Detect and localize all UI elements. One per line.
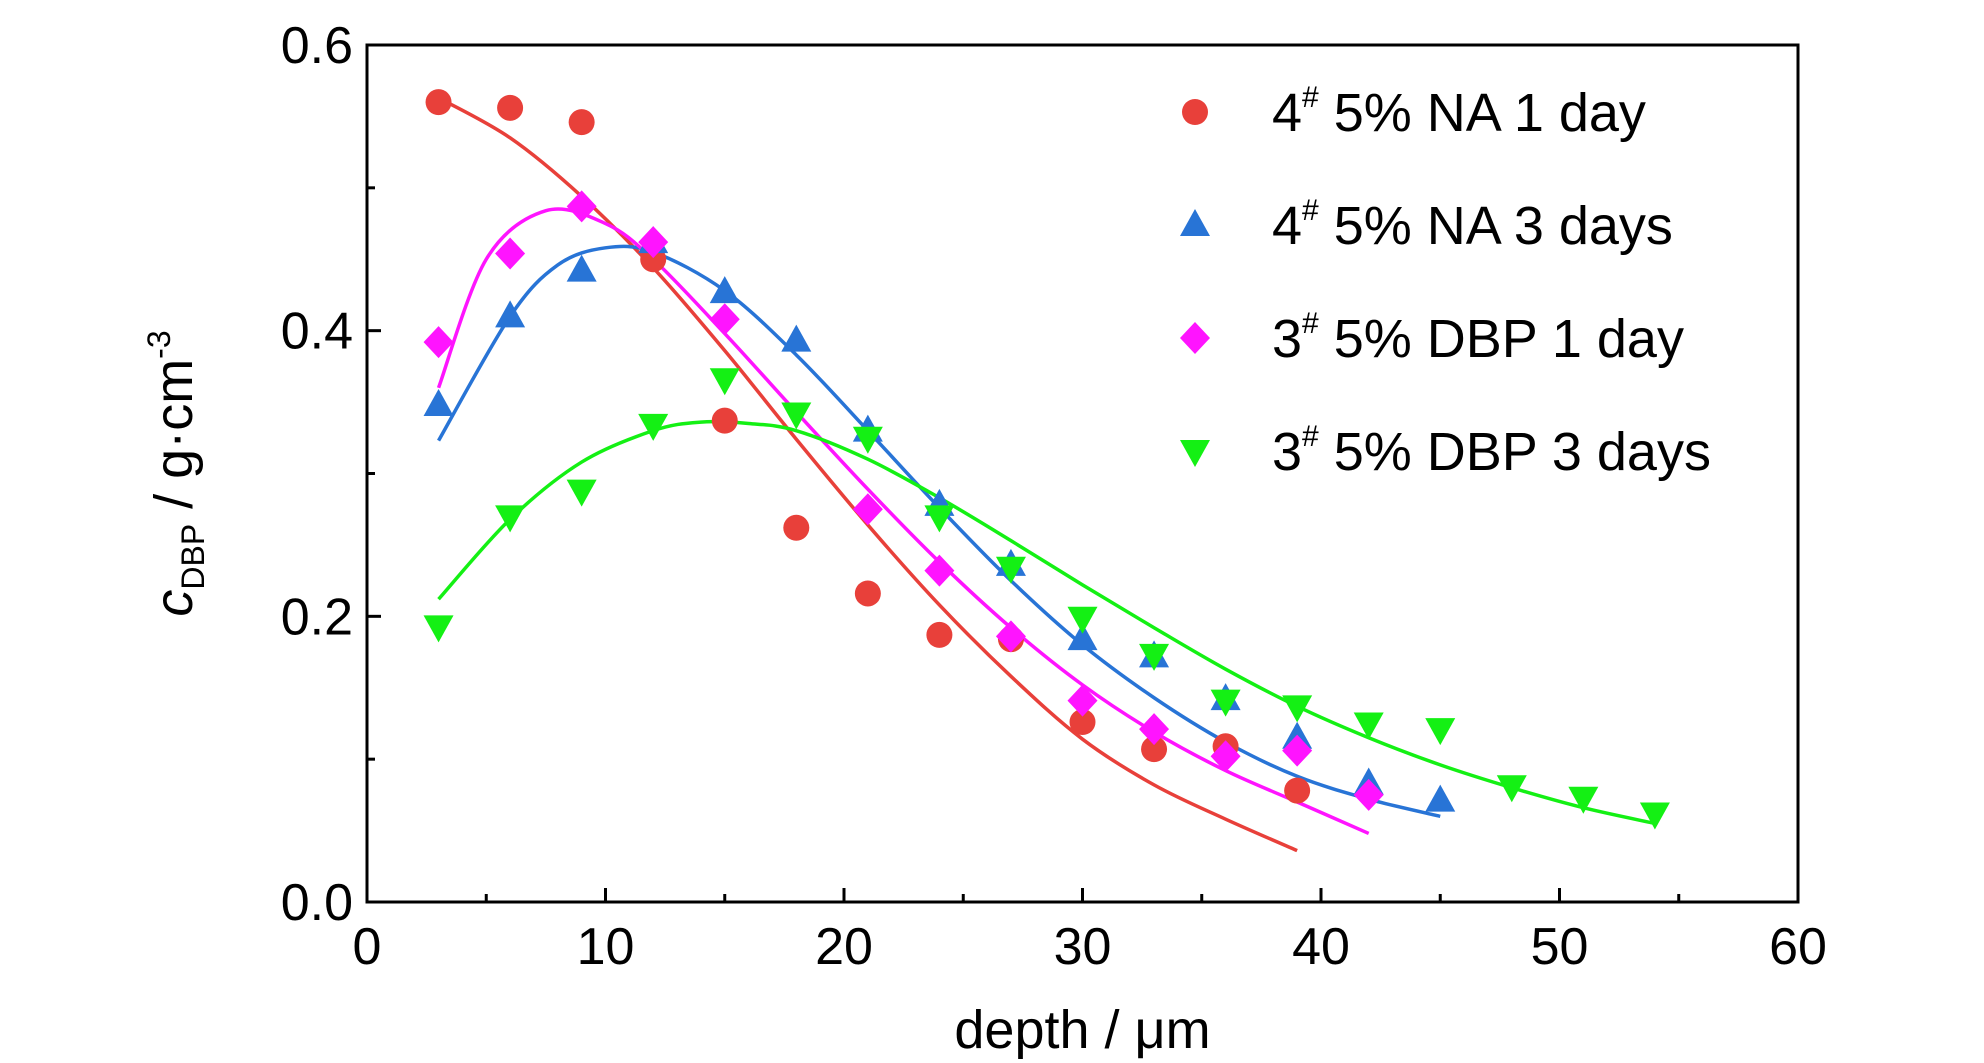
fit-curve-4 (437, 419, 1656, 826)
y-tick-label: 0.4 (281, 303, 353, 361)
data-point-series-1 (854, 580, 881, 607)
data-point-series-3 (1139, 713, 1170, 746)
data-point-series-4 (1639, 802, 1670, 830)
data-point-series-3 (566, 190, 597, 223)
legend-label-1: 4# 5% NA 1 day (1272, 81, 1646, 143)
y-axis-ticks: 0.0 0.2 0.4 0.6 (281, 17, 381, 932)
x-tick-label: 40 (1292, 918, 1350, 976)
fit-curve-2 (437, 244, 1441, 819)
x-tick-label: 30 (1054, 918, 1112, 976)
data-point-series-3 (1210, 740, 1241, 773)
data-point-series-3 (638, 226, 669, 259)
legend-marker-3 (1180, 322, 1210, 354)
data-point-series-4 (1496, 775, 1527, 803)
data-point-series-1 (1284, 777, 1311, 804)
data-point-series-4 (852, 426, 883, 454)
data-point-series-3 (995, 620, 1026, 653)
legend: 4# 5% NA 1 day 4# 5% NA 3 days 3# 5% DBP 1… (1180, 81, 1711, 482)
data-point-series-4 (423, 615, 454, 643)
x-tick-label: 0 (353, 918, 382, 976)
y-axis-title-sup: -3 (141, 330, 177, 358)
data-points (423, 89, 1670, 830)
data-point-series-3 (1067, 684, 1098, 717)
y-tick-label: 0.6 (281, 17, 353, 75)
data-point-series-2 (566, 254, 597, 282)
y-tick-label: 0.2 (281, 588, 353, 646)
data-point-series-3 (709, 303, 740, 336)
data-point-series-4 (924, 505, 955, 533)
y-axis-title-main: c (144, 590, 204, 617)
data-point-series-1 (926, 621, 953, 648)
legend-label-3: 3# 5% DBP 1 day (1272, 307, 1684, 369)
data-point-series-2 (423, 388, 454, 416)
data-point-series-4 (1067, 606, 1098, 634)
data-point-series-2 (709, 276, 740, 304)
data-point-series-3 (1282, 734, 1313, 767)
data-point-series-3 (1353, 778, 1384, 811)
x-tick-label: 50 (1531, 918, 1589, 976)
data-point-series-4 (1139, 643, 1170, 671)
data-point-series-1 (568, 109, 595, 136)
x-tick-label: 10 (577, 918, 635, 976)
data-point-series-1 (425, 89, 452, 116)
data-point-series-2 (1067, 623, 1098, 651)
legend-label-4: 3# 5% DBP 3 days (1272, 420, 1711, 482)
data-point-series-2 (1425, 784, 1456, 812)
x-tick-label: 60 (1769, 918, 1827, 976)
data-point-series-4 (995, 556, 1026, 584)
data-point-series-1 (1141, 736, 1168, 763)
data-point-series-4 (1568, 786, 1599, 814)
data-point-series-4 (1425, 718, 1456, 746)
data-point-series-1 (783, 514, 810, 541)
legend-marker-4 (1180, 440, 1210, 467)
data-point-series-4 (781, 402, 812, 430)
data-point-series-1 (1069, 709, 1096, 736)
y-axis-title: cDBP / g·cm-3 (141, 330, 211, 616)
data-point-series-4 (566, 479, 597, 507)
y-axis-title-sub: DBP (175, 524, 211, 590)
legend-marker-1 (1182, 99, 1208, 125)
data-point-series-3 (852, 493, 883, 526)
data-point-series-3 (924, 554, 955, 587)
y-axis-title-unit: / g·cm (144, 359, 204, 524)
legend-label-2: 4# 5% NA 3 days (1272, 194, 1673, 256)
data-point-series-4 (1353, 712, 1384, 740)
data-point-series-3 (423, 326, 454, 359)
y-tick-label: 0.0 (281, 874, 353, 932)
data-point-series-1 (711, 407, 738, 434)
x-axis-title: depth / μm (954, 1000, 1210, 1060)
data-point-series-4 (638, 413, 669, 441)
data-point-series-4 (495, 505, 526, 533)
fit-curve-3 (436, 207, 1370, 836)
data-point-series-4 (1282, 695, 1313, 723)
legend-marker-2 (1180, 209, 1210, 236)
data-point-series-2 (495, 300, 526, 328)
data-point-series-4 (709, 368, 740, 396)
x-axis-ticks: 0 10 20 30 40 50 60 (353, 888, 1827, 976)
data-point-series-2 (781, 324, 812, 352)
data-point-series-3 (495, 237, 526, 270)
data-point-series-1 (497, 94, 524, 121)
data-point-series-4 (1210, 689, 1241, 717)
x-tick-label: 20 (815, 918, 873, 976)
